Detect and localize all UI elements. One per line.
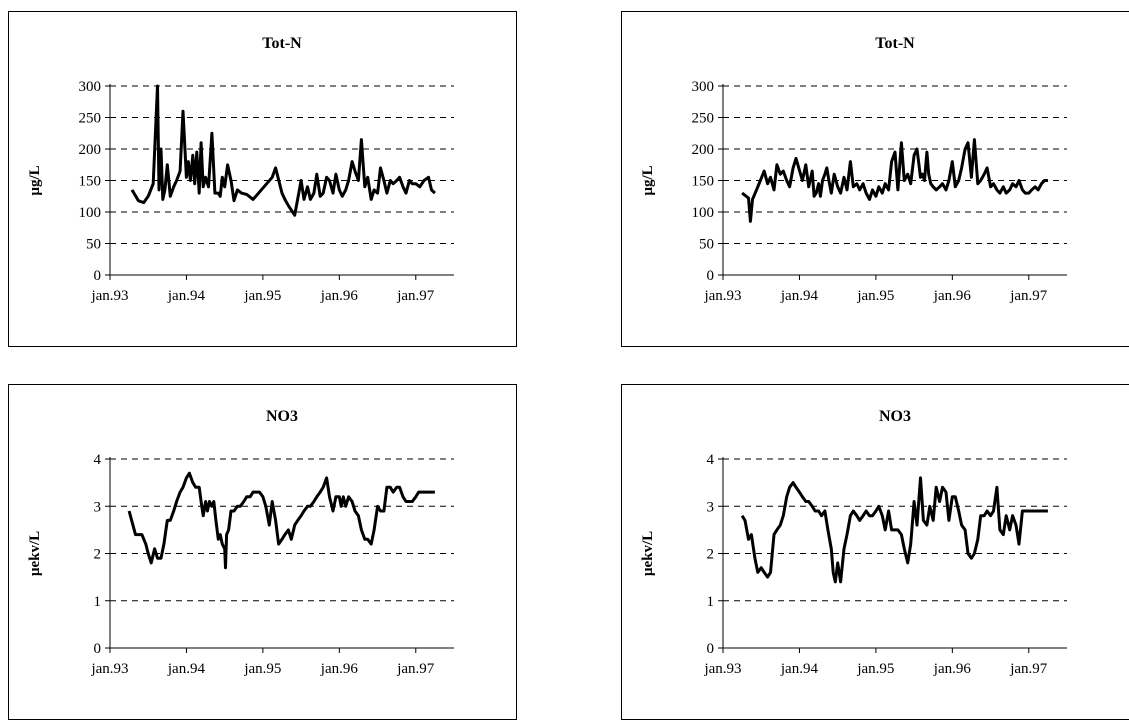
x-tick-label: jan.97 [396,288,435,304]
y-tick-label: 1 [707,594,715,610]
x-tick-label: jan.94 [167,661,206,677]
chart-title: NO3 [879,408,911,425]
x-tick-label: jan.93 [703,288,741,304]
series-line [130,84,436,217]
y-tick-label: 100 [79,205,102,221]
chart-svg: NO3 µekv/L 0 1 2 3 4 jan.93 jan.94 jan.95 jan.96 ja… [27,408,454,677]
x-tick-label: jan.95 [243,288,281,304]
x-tick-label: jan.93 [703,661,741,677]
y-tick-label: 0 [707,268,715,284]
x-tick-label: jan.96 [320,661,359,677]
y-tick-label: 200 [692,142,715,158]
chart-svg: Tot-N µg/L 0 50 100 150 200 250 300 jan.93 jan.94 j… [27,35,454,304]
chart-panel-no3-right: NO3 µekv/L 0 1 2 3 4 jan.93 jan.94 jan.95 jan.96 ja… [621,384,1129,720]
y-tick-label: 300 [79,79,102,95]
y-tick-label: 0 [94,268,102,284]
series-line [127,471,435,570]
x-tick-label: jan.97 [396,661,435,677]
chart-svg: NO3 µekv/L 0 1 2 3 4 jan.93 jan.94 jan.95 jan.96 ja… [640,408,1067,677]
series-line [741,138,1048,223]
chart-svg: Tot-N µg/L 0 50 100 150 200 250 300 jan.93 jan.94 j… [640,35,1067,304]
x-tick-label: jan.97 [1009,288,1048,304]
y-tick-label: 4 [707,452,715,468]
y-tick-label: 3 [707,499,715,515]
x-tick-label: jan.93 [90,661,128,677]
x-tick-label: jan.94 [780,288,819,304]
chart-panel-totn-left: Tot-N µg/L 0 50 100 150 200 250 300 jan.93 jan.94 j… [8,11,517,347]
x-tick-label: jan.96 [933,661,972,677]
x-tick-label: jan.97 [1009,661,1048,677]
y-axis-label: µg/L [640,165,656,195]
y-axis-label: µekv/L [27,531,43,576]
y-tick-label: 50 [86,237,101,253]
y-axis-label: µekv/L [640,531,656,576]
chart-title: Tot-N [875,35,915,52]
chart-panel-totn-right: Tot-N µg/L 0 50 100 150 200 250 300 jan.93 jan.94 j… [621,11,1129,347]
y-tick-label: 3 [94,499,102,515]
y-tick-label: 250 [692,111,715,127]
series-line [740,476,1048,584]
chart-title: Tot-N [262,35,302,52]
chart-title: NO3 [266,408,298,425]
y-tick-label: 250 [79,111,102,127]
x-tick-label: jan.96 [933,288,972,304]
x-tick-label: jan.95 [243,661,281,677]
y-tick-label: 150 [79,174,102,190]
x-tick-label: jan.93 [90,288,128,304]
y-tick-label: 0 [707,641,715,657]
chart-panel-no3-left: NO3 µekv/L 0 1 2 3 4 jan.93 jan.94 jan.95 jan.96 ja… [8,384,517,720]
x-tick-label: jan.95 [856,288,894,304]
x-tick-label: jan.94 [167,288,206,304]
y-tick-label: 150 [692,174,715,190]
y-axis-label: µg/L [27,165,43,195]
y-tick-label: 200 [79,142,102,158]
y-tick-label: 2 [707,547,715,563]
y-tick-label: 0 [94,641,102,657]
x-tick-label: jan.96 [320,288,359,304]
y-tick-label: 4 [94,452,102,468]
y-tick-label: 1 [94,594,102,610]
x-tick-label: jan.95 [856,661,894,677]
y-tick-label: 50 [699,237,714,253]
x-tick-label: jan.94 [780,661,819,677]
y-tick-label: 100 [692,205,715,221]
y-tick-label: 2 [94,547,102,563]
y-tick-label: 300 [692,79,715,95]
